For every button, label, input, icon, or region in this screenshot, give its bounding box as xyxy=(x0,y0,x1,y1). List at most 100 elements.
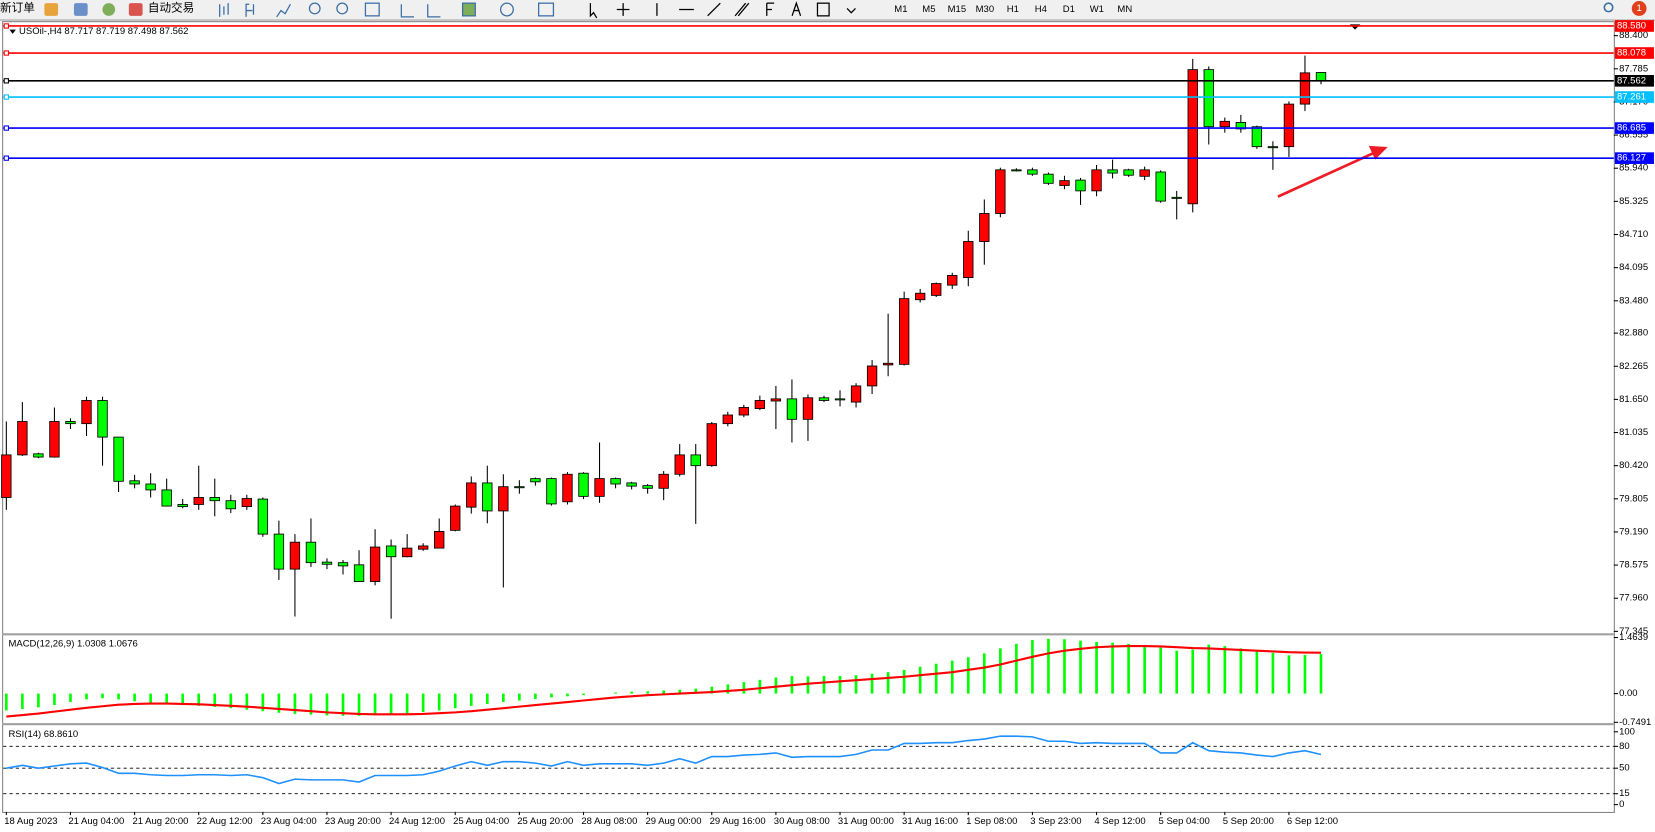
y-tick-label: 85.325 xyxy=(1619,196,1648,207)
x-tick-label: 30 Aug 08:00 xyxy=(774,816,830,827)
x-tick-label: 3 Sep 23:00 xyxy=(1030,816,1081,827)
candle-body xyxy=(1315,72,1327,82)
timeframe-button[interactable]: D1 xyxy=(1063,4,1075,15)
label-tool[interactable] xyxy=(816,2,830,17)
candle-body xyxy=(1091,169,1102,192)
candle-body xyxy=(834,398,846,401)
x-tick-label: 24 Aug 12:00 xyxy=(389,816,445,827)
candle-body xyxy=(1043,173,1054,184)
candle-body xyxy=(209,497,220,502)
price-level-handle xyxy=(3,78,9,84)
candle-body xyxy=(418,545,429,550)
new-order-button[interactable]: 新订单 xyxy=(0,1,35,15)
icon[interactable] xyxy=(308,2,321,15)
channel-tool[interactable] xyxy=(734,2,750,17)
candle-body xyxy=(658,473,669,489)
timeframe-button[interactable]: H1 xyxy=(1007,4,1019,15)
candle-body xyxy=(1155,171,1166,202)
trend-arrow xyxy=(1277,145,1388,198)
trendline-tool[interactable] xyxy=(707,2,721,17)
y-tick-label: 80 xyxy=(1619,741,1630,752)
notification-badge[interactable] xyxy=(1631,1,1647,16)
candle-body xyxy=(49,421,60,458)
candle-body xyxy=(161,489,172,507)
timeframe-button[interactable]: MN xyxy=(1117,4,1132,15)
candle-body xyxy=(1,454,12,498)
timeframe-button[interactable]: M30 xyxy=(976,4,994,15)
y-tick-label: 88.400 xyxy=(1619,30,1648,41)
y-tick-label: 82.880 xyxy=(1619,328,1648,339)
y-tick-label: 0 xyxy=(1619,799,1624,810)
candle-body xyxy=(1139,169,1150,177)
candle-body xyxy=(931,283,942,296)
icon[interactable] xyxy=(336,2,349,15)
timeframe-button[interactable]: W1 xyxy=(1090,4,1104,15)
candle-body xyxy=(81,400,92,425)
candle-body xyxy=(1059,180,1070,186)
timeframe-button[interactable]: M1 xyxy=(894,4,907,15)
candle-body xyxy=(979,213,990,242)
fibo-tool[interactable] xyxy=(766,2,775,16)
y-tick-label: 79.805 xyxy=(1619,493,1648,504)
candle-body xyxy=(1075,179,1086,192)
symbol-menu[interactable] xyxy=(9,29,16,34)
price-level-tag xyxy=(1614,152,1654,164)
candle-body xyxy=(898,298,910,365)
y-tick-label: 1.4639 xyxy=(1619,632,1648,643)
icon[interactable] xyxy=(219,3,229,17)
candle-body xyxy=(754,400,766,409)
timeframe-button[interactable]: M5 xyxy=(922,4,935,15)
candle-body xyxy=(65,421,76,425)
shapes-tool[interactable] xyxy=(846,8,856,14)
icon[interactable] xyxy=(44,3,59,16)
candle-body xyxy=(578,472,589,497)
icon[interactable] xyxy=(427,4,441,18)
candle-body xyxy=(353,564,365,582)
icon[interactable] xyxy=(461,2,476,17)
price-level-label: 87.562 xyxy=(1617,75,1646,86)
candle-body xyxy=(1027,169,1038,175)
icon[interactable] xyxy=(538,2,555,17)
candle-body xyxy=(401,547,413,558)
icon[interactable] xyxy=(102,3,116,16)
candle-body xyxy=(738,407,750,416)
candle-body xyxy=(1299,72,1311,105)
icon[interactable] xyxy=(245,3,255,17)
candle-body xyxy=(786,398,798,420)
icon[interactable] xyxy=(499,2,514,17)
macd-signal-line xyxy=(6,645,1322,718)
icon[interactable] xyxy=(364,2,380,17)
icon[interactable] xyxy=(276,3,291,18)
timeframe-button[interactable]: H4 xyxy=(1035,4,1047,15)
arrow-head xyxy=(1368,145,1388,160)
pane-separator xyxy=(2,633,1614,636)
search-icon[interactable] xyxy=(1603,2,1614,13)
candle-body xyxy=(257,498,269,535)
candle-body xyxy=(177,504,188,508)
candle-body xyxy=(947,275,958,286)
y-tick-label: 87.785 xyxy=(1619,63,1648,74)
x-tick-label: 31 Aug 00:00 xyxy=(838,816,894,827)
candle-body xyxy=(482,482,493,512)
x-tick-label: 18 Aug 2023 xyxy=(4,816,57,827)
auto-trading-icon[interactable] xyxy=(128,3,143,16)
x-tick-label: 21 Aug 04:00 xyxy=(68,816,124,827)
y-tick-label: 50 xyxy=(1619,763,1630,774)
price-level-tag xyxy=(1614,75,1654,87)
x-tick-label: 23 Aug 20:00 xyxy=(325,816,381,827)
icon[interactable] xyxy=(73,3,88,16)
icon[interactable] xyxy=(400,4,415,18)
price-level-label: 86.127 xyxy=(1617,153,1646,164)
timeframe-button[interactable]: M15 xyxy=(948,4,966,15)
auto-trading-button[interactable]: 自动交易 xyxy=(148,1,194,15)
x-tick-label: 29 Aug 00:00 xyxy=(646,816,702,827)
crosshair-tool[interactable] xyxy=(616,3,630,16)
candle-body xyxy=(1187,69,1198,205)
y-tick-label: 100 xyxy=(1619,726,1635,737)
candle-body xyxy=(1267,146,1279,149)
x-tick-label: 5 Sep 20:00 xyxy=(1223,816,1274,827)
y-tick-label: 82.265 xyxy=(1619,361,1648,372)
cursor-tool[interactable] xyxy=(589,3,598,19)
candle-body xyxy=(802,397,814,420)
text-tool[interactable] xyxy=(791,1,802,17)
